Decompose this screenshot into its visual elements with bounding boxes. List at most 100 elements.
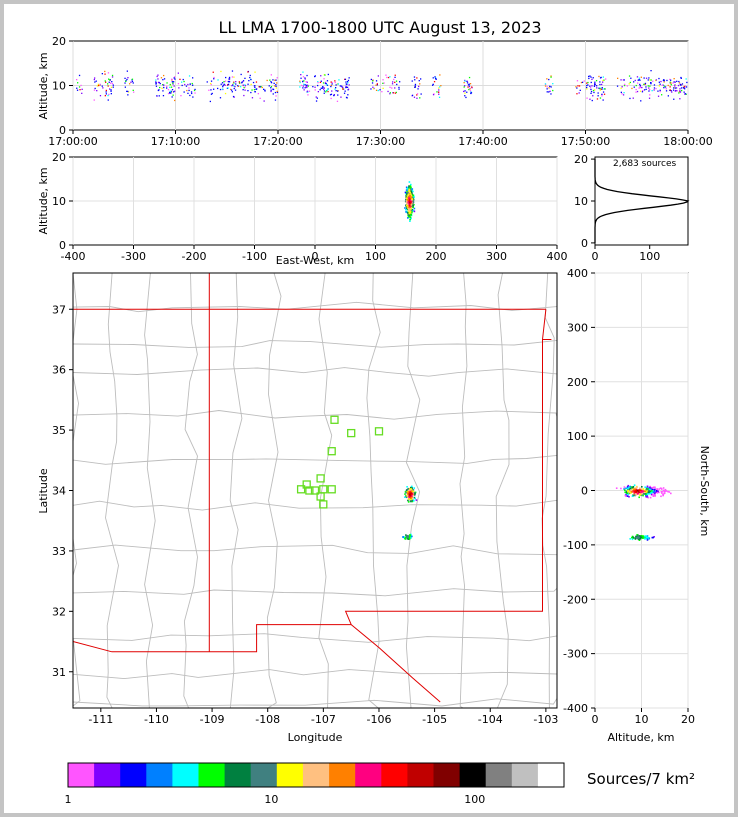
source-point <box>406 490 409 493</box>
colorbar-cell <box>120 763 147 787</box>
y-tick-label: 0 <box>581 237 588 250</box>
source-point <box>471 86 473 88</box>
source-point <box>327 73 329 76</box>
source-point <box>679 83 681 86</box>
source-point <box>406 212 409 214</box>
source-point <box>273 82 275 84</box>
source-point <box>673 87 676 89</box>
source-point <box>406 191 408 193</box>
source-point <box>111 81 113 83</box>
source-point <box>222 86 224 88</box>
source-point <box>466 80 468 82</box>
source-point <box>342 88 344 90</box>
source-point <box>252 81 255 84</box>
source-point <box>336 100 339 102</box>
source-point <box>634 489 637 492</box>
source-point <box>130 81 132 83</box>
source-point <box>589 86 592 89</box>
source-point <box>167 89 170 91</box>
source-point <box>250 91 252 94</box>
source-point <box>410 488 412 490</box>
source-point <box>647 496 649 499</box>
county-line <box>459 273 468 708</box>
source-point <box>631 536 633 539</box>
source-point <box>405 534 407 536</box>
source-point <box>76 87 78 89</box>
source-point <box>406 195 409 197</box>
source-point <box>661 84 663 86</box>
source-point <box>620 487 622 490</box>
colorbar-cell <box>68 763 95 787</box>
source-point <box>259 86 261 88</box>
lma-station <box>327 485 336 494</box>
source-point <box>270 74 272 76</box>
source-point <box>331 90 333 92</box>
source-point <box>406 197 408 200</box>
source-point <box>552 83 554 85</box>
source-point <box>172 82 174 84</box>
source-point <box>270 87 272 89</box>
source-point <box>646 493 648 496</box>
source-point <box>599 77 602 79</box>
colorbar-cell <box>146 763 173 787</box>
source-point <box>594 84 596 86</box>
source-point <box>213 78 215 80</box>
source-point <box>633 86 635 88</box>
x-tick-label: 18:00:00 <box>663 135 712 148</box>
source-point <box>623 92 625 94</box>
source-point <box>410 499 413 502</box>
source-point <box>635 91 637 93</box>
source-point <box>347 94 349 96</box>
source-point <box>244 86 246 88</box>
source-point <box>227 83 230 85</box>
source-point <box>649 488 651 491</box>
source-point <box>625 491 628 494</box>
county-line <box>266 273 282 708</box>
source-point <box>653 87 656 89</box>
source-point <box>345 85 347 87</box>
source-point <box>303 89 305 91</box>
source-point <box>404 536 407 539</box>
source-point <box>648 90 650 92</box>
source-point <box>372 80 374 82</box>
source-point <box>404 207 406 209</box>
source-point <box>322 86 324 88</box>
colorbar-cell <box>511 763 539 787</box>
source-point <box>410 209 413 212</box>
source-point <box>631 538 634 541</box>
source-point <box>274 79 276 81</box>
source-point <box>81 92 83 94</box>
source-point <box>302 80 304 83</box>
source-point <box>639 488 641 490</box>
source-point <box>635 88 637 91</box>
source-point <box>623 488 625 490</box>
source-point <box>109 88 111 90</box>
source-point <box>410 500 412 503</box>
source-point <box>587 81 589 84</box>
source-point <box>628 75 631 77</box>
source-point <box>653 536 655 538</box>
source-point <box>372 86 374 88</box>
source-point <box>233 87 235 90</box>
source-point <box>275 79 277 81</box>
source-point <box>191 82 193 85</box>
source-point <box>650 79 652 81</box>
x-tick-label: 100 <box>365 250 386 263</box>
colorbar: 1 10 100 <box>65 762 565 806</box>
source-point <box>308 90 311 92</box>
source-point <box>661 488 663 490</box>
source-point <box>110 89 112 91</box>
source-point <box>575 86 577 88</box>
source-point <box>467 86 469 88</box>
source-point <box>304 87 306 89</box>
source-point <box>347 82 349 84</box>
source-point <box>418 80 420 82</box>
source-point <box>667 95 669 97</box>
source-point <box>194 92 196 94</box>
source-point <box>632 537 635 539</box>
source-point <box>104 70 106 73</box>
source-point <box>654 494 656 496</box>
source-point <box>319 89 321 91</box>
source-point <box>184 83 186 86</box>
source-point <box>394 81 396 83</box>
